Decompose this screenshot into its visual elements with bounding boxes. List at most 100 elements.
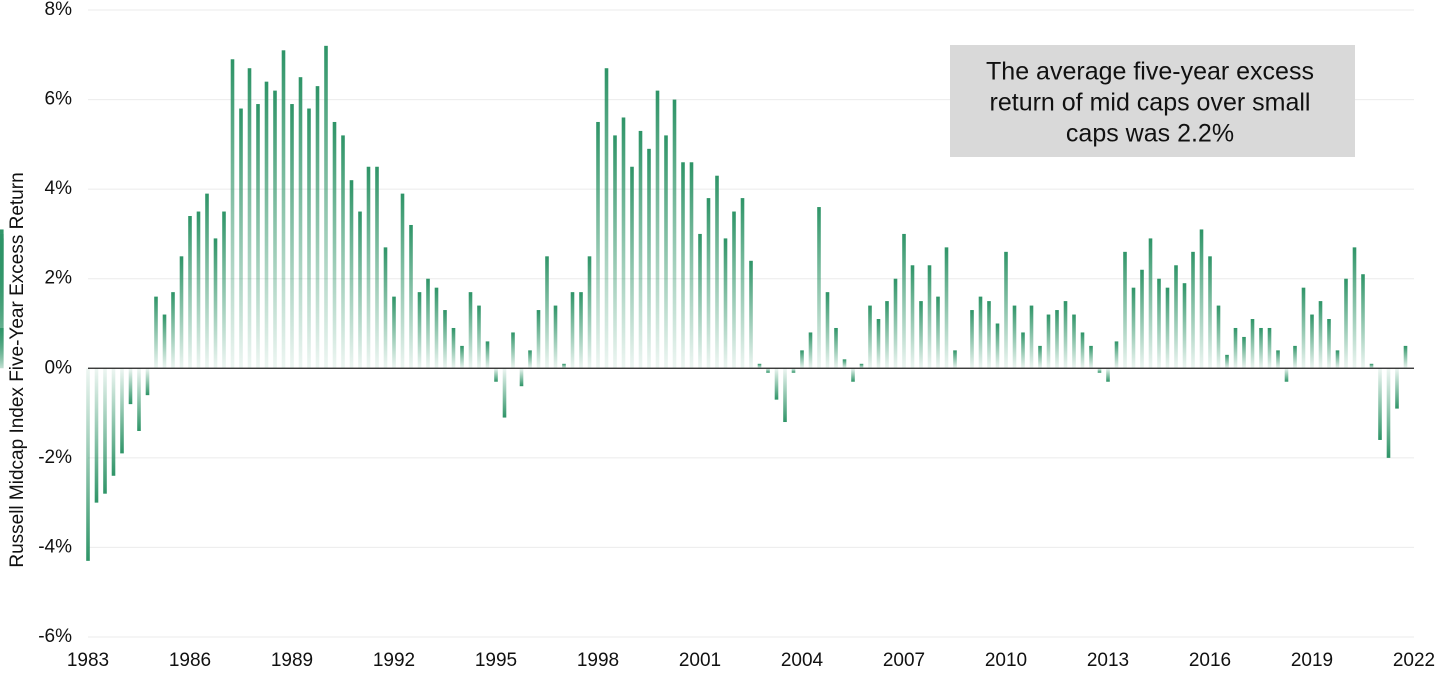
bar (791, 368, 796, 373)
bar (256, 104, 260, 369)
bar (851, 368, 855, 382)
y-axis-label: Russell Midcap Index Five-Year Excess Re… (7, 172, 28, 567)
bar (1208, 256, 1212, 369)
bar (842, 359, 847, 369)
bar (638, 130, 643, 369)
bar (434, 287, 439, 369)
bar (808, 332, 813, 369)
bar (1395, 368, 1399, 409)
bar (1157, 278, 1161, 369)
bar (264, 81, 269, 369)
x-tick-label: 2016 (1189, 650, 1231, 671)
bar (502, 368, 507, 418)
bar (1216, 305, 1221, 369)
bar (86, 368, 90, 561)
bar (706, 198, 711, 369)
bar (1038, 345, 1042, 369)
bar (1369, 363, 1374, 369)
bar (715, 175, 719, 369)
bar (315, 86, 320, 369)
bar (1097, 368, 1102, 373)
bar (383, 247, 388, 369)
bar (137, 368, 141, 431)
bar (1293, 345, 1297, 369)
bar (341, 135, 345, 369)
bar (273, 90, 277, 369)
bar (800, 350, 804, 369)
bar (179, 256, 184, 369)
bar (970, 310, 974, 369)
bar (868, 305, 872, 369)
bar (120, 368, 124, 454)
bar (1063, 301, 1068, 369)
x-tick-label: 1992 (373, 650, 415, 671)
bar (1131, 287, 1136, 369)
bar (1386, 368, 1391, 458)
bar (1250, 319, 1255, 369)
bar (885, 301, 889, 369)
bar (672, 99, 677, 369)
bar (613, 135, 617, 369)
bar (1327, 319, 1331, 369)
bar (1148, 238, 1153, 369)
bar (0, 233, 4, 369)
bar (1114, 341, 1119, 369)
bar (536, 310, 541, 369)
x-tick-label: 2004 (781, 650, 824, 671)
x-tick-label: 2001 (679, 650, 721, 671)
bar (1403, 345, 1408, 369)
bar (1021, 332, 1025, 369)
bar (162, 314, 167, 369)
bar (1182, 283, 1187, 369)
bar (460, 345, 464, 369)
bar (128, 368, 133, 405)
bar (443, 310, 447, 369)
bar (1352, 247, 1357, 369)
bar (1284, 368, 1289, 382)
x-tick-label: 2013 (1087, 650, 1129, 671)
bar (1140, 269, 1144, 369)
bar (298, 77, 303, 369)
bar (664, 135, 668, 369)
bar (247, 68, 252, 369)
bar (213, 238, 218, 369)
bar (1276, 350, 1280, 369)
bar (375, 166, 379, 369)
bar (468, 292, 473, 369)
bar (1055, 310, 1059, 369)
bar (324, 45, 328, 369)
x-tick-label: 2019 (1291, 650, 1333, 671)
bar (205, 193, 209, 369)
bar (740, 198, 745, 369)
bar (681, 162, 685, 369)
bar (1199, 229, 1204, 369)
bar (409, 224, 413, 369)
bar (239, 108, 243, 369)
bar (451, 327, 456, 369)
y-tick-label: 4% (45, 178, 73, 199)
bar (936, 296, 940, 369)
bar (281, 50, 286, 369)
annotation: caps was 2.2% (1066, 120, 1234, 148)
bar (655, 90, 660, 369)
bar (723, 238, 728, 369)
bar (732, 211, 736, 369)
y-tick-label: 6% (45, 89, 73, 110)
bar (1012, 305, 1017, 369)
annotation: return of mid caps over small (990, 89, 1311, 117)
bar (290, 104, 294, 369)
x-tick-label: 1995 (475, 650, 517, 671)
bar (1106, 368, 1110, 382)
bar (332, 121, 337, 369)
bar (1165, 287, 1170, 369)
bar (919, 301, 923, 369)
bar (400, 193, 405, 369)
bar (1174, 265, 1178, 369)
bar (1301, 287, 1306, 369)
bar (834, 327, 838, 369)
bar (562, 363, 566, 369)
bar (1259, 327, 1263, 369)
bar (1242, 336, 1246, 369)
bar (783, 368, 787, 423)
x-tick-label: 1989 (271, 650, 313, 671)
